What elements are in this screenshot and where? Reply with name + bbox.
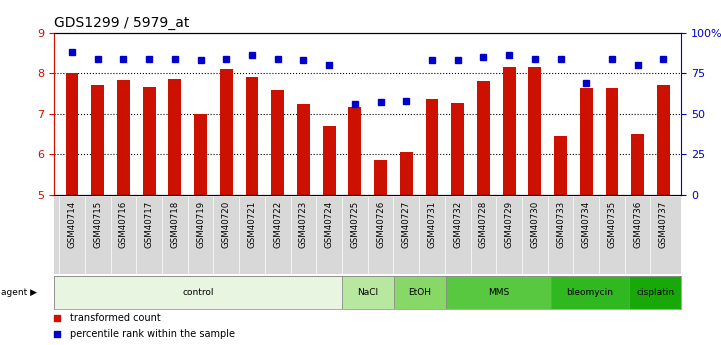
Bar: [271, 89, 284, 195]
Text: GSM40733: GSM40733: [556, 200, 565, 248]
Text: GSM40737: GSM40737: [659, 200, 668, 248]
Bar: [194, 114, 207, 195]
Text: EtOH: EtOH: [409, 288, 431, 297]
Text: GSM40715: GSM40715: [93, 200, 102, 248]
Bar: [657, 86, 670, 195]
Text: cisplatin: cisplatin: [636, 288, 674, 297]
Text: GSM40722: GSM40722: [273, 200, 282, 248]
Text: GSM40717: GSM40717: [145, 200, 154, 248]
Text: GSM40724: GSM40724: [324, 200, 334, 248]
Text: GSM40727: GSM40727: [402, 200, 411, 248]
Text: transformed count: transformed count: [70, 313, 161, 323]
Text: GSM40736: GSM40736: [633, 200, 642, 248]
Text: MMS: MMS: [488, 288, 509, 297]
Text: GSM40730: GSM40730: [531, 200, 539, 248]
Bar: [451, 103, 464, 195]
Text: GSM40734: GSM40734: [582, 200, 590, 248]
Text: GSM40714: GSM40714: [68, 200, 76, 248]
Bar: [446, 276, 551, 309]
Bar: [117, 80, 130, 195]
Bar: [66, 73, 79, 195]
Bar: [580, 88, 593, 195]
Bar: [374, 160, 387, 195]
Text: GSM40729: GSM40729: [505, 200, 513, 248]
Bar: [54, 276, 342, 309]
Bar: [528, 67, 541, 195]
Text: GSM40720: GSM40720: [222, 200, 231, 248]
Bar: [629, 276, 681, 309]
Text: GSM40725: GSM40725: [350, 200, 359, 248]
Text: agent ▶: agent ▶: [1, 288, 37, 297]
Text: GSM40735: GSM40735: [607, 200, 616, 248]
Bar: [394, 276, 446, 309]
Text: percentile rank within the sample: percentile rank within the sample: [70, 329, 235, 339]
Bar: [551, 276, 629, 309]
Text: control: control: [182, 288, 213, 297]
Text: GSM40726: GSM40726: [376, 200, 385, 248]
Bar: [477, 81, 490, 195]
Text: GSM40716: GSM40716: [119, 200, 128, 248]
Bar: [220, 69, 233, 195]
Bar: [503, 67, 516, 195]
Text: NaCl: NaCl: [357, 288, 379, 297]
Text: GSM40719: GSM40719: [196, 200, 205, 248]
Bar: [246, 77, 258, 195]
Text: GSM40731: GSM40731: [428, 200, 436, 248]
Bar: [92, 85, 105, 195]
Bar: [425, 99, 438, 195]
Text: GSM40718: GSM40718: [170, 200, 180, 248]
Text: GSM40732: GSM40732: [454, 200, 462, 248]
Bar: [631, 134, 644, 195]
Text: bleomycin: bleomycin: [567, 288, 614, 297]
Bar: [606, 88, 619, 195]
Bar: [342, 276, 394, 309]
Text: GDS1299 / 5979_at: GDS1299 / 5979_at: [54, 16, 190, 30]
Text: GSM40721: GSM40721: [247, 200, 257, 248]
Text: GSM40723: GSM40723: [299, 200, 308, 248]
Bar: [143, 87, 156, 195]
Bar: [169, 79, 181, 195]
Text: GSM40728: GSM40728: [479, 200, 488, 248]
Bar: [400, 152, 412, 195]
Bar: [323, 126, 335, 195]
Bar: [297, 104, 310, 195]
Bar: [348, 107, 361, 195]
Bar: [554, 136, 567, 195]
